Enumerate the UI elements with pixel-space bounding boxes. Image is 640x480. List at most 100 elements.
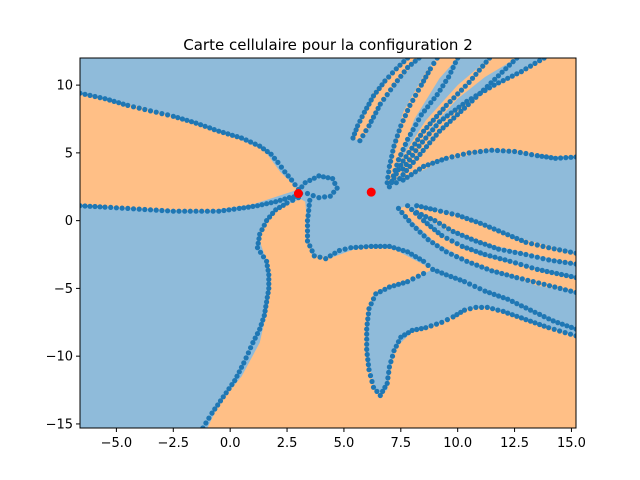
boundary-point: [368, 118, 374, 124]
boundary-point: [436, 220, 443, 226]
boundary-point: [391, 245, 397, 251]
boundary-point: [245, 204, 251, 210]
boundary-point: [97, 95, 103, 101]
boundary-left-upper: [80, 90, 302, 193]
boundary-point: [381, 96, 387, 102]
boundary-point: [264, 148, 270, 155]
boundary-point: [382, 384, 388, 390]
boundary-point: [403, 161, 409, 168]
boundary-point: [200, 425, 206, 428]
boundary-point: [304, 190, 311, 197]
boundary-point: [199, 208, 205, 214]
boundary-point: [504, 272, 510, 278]
boundary-point: [506, 148, 512, 154]
boundary-point: [400, 177, 406, 183]
boundary-point: [477, 220, 483, 226]
boundary-point: [529, 265, 535, 271]
boundary-ray-up-7: [400, 147, 576, 183]
boundary-point: [153, 207, 159, 213]
boundary-point: [102, 96, 108, 102]
boundary-point: [523, 66, 529, 72]
boundary-point: [223, 390, 229, 396]
boundary-point: [391, 82, 397, 88]
boundary-point: [385, 375, 391, 381]
boundary-point: [400, 166, 406, 172]
boundary-point: [306, 207, 312, 214]
boundary-point: [563, 155, 569, 161]
boundary-ray-up-2: [357, 58, 422, 144]
boundary-point: [391, 348, 397, 354]
boundary-point: [310, 193, 316, 199]
boundary-point: [170, 113, 176, 119]
boundary-point: [270, 210, 276, 216]
boundary-point: [413, 254, 419, 260]
boundary-point: [379, 82, 385, 88]
boundary-point: [552, 284, 558, 290]
boundary-point: [468, 247, 474, 253]
boundary-point: [410, 127, 416, 133]
boundary-point: [398, 73, 404, 79]
boundary-point: [111, 98, 117, 104]
boundary-point: [264, 201, 270, 207]
boundary-point: [376, 85, 382, 92]
boundary-point: [419, 139, 425, 145]
boundary-point: [512, 260, 519, 266]
boundary-point: [254, 245, 261, 251]
boundary-point: [482, 241, 488, 247]
boundary-point: [290, 197, 296, 203]
boundary-point: [523, 263, 530, 269]
boundary-point: [400, 146, 406, 153]
boundary-point: [527, 63, 534, 69]
cell-region-7: [398, 205, 576, 293]
boundary-point: [400, 247, 406, 254]
boundary-point: [348, 245, 354, 251]
boundary-point: [175, 115, 181, 121]
boundary-point: [421, 233, 427, 239]
cell-region-0: [80, 93, 299, 212]
boundary-point: [414, 326, 420, 333]
boundary-point: [147, 207, 154, 213]
boundary-point: [573, 326, 576, 332]
boundary-point: [358, 244, 364, 250]
boundary-point: [368, 97, 374, 103]
boundary-point: [323, 256, 329, 262]
y-tick-label: 0: [65, 214, 73, 229]
boundary-point: [405, 203, 411, 209]
boundary-point: [234, 373, 240, 379]
boundary-point: [423, 74, 429, 80]
boundary-point: [529, 241, 535, 247]
boundary-point: [382, 78, 388, 84]
boundary-point: [473, 304, 479, 310]
boundary-point: [428, 323, 434, 329]
boundary-point: [427, 216, 433, 222]
boundary-point: [459, 243, 465, 249]
boundary-point: [514, 275, 520, 281]
boundary-ray-right-1: [414, 203, 576, 256]
boundary-point: [496, 80, 502, 86]
boundary-point: [87, 203, 93, 209]
boundary-point: [509, 273, 515, 279]
y-tick-label: 10: [56, 79, 73, 94]
boundary-point: [305, 213, 311, 219]
boundary-point: [473, 248, 479, 254]
boundary-point: [236, 369, 242, 375]
boundary-left-lower: [80, 193, 302, 214]
boundary-point: [519, 276, 525, 282]
boundary-point: [364, 336, 370, 342]
boundary-ray-up-8: [400, 58, 547, 172]
boundary-point: [464, 234, 470, 240]
boundary-point: [562, 287, 569, 293]
y-tick-label: −10: [46, 350, 73, 365]
regions-layer: [80, 58, 576, 428]
boundary-point: [394, 133, 400, 139]
boundary-point: [364, 351, 370, 358]
boundary-point: [514, 58, 520, 61]
boundary-point: [517, 149, 523, 156]
boundary-point: [386, 184, 392, 190]
boundary-point: [503, 66, 509, 72]
boundary-point: [451, 95, 457, 101]
boundary-point: [439, 270, 445, 276]
boundary-point: [500, 295, 506, 301]
boundary-point: [450, 64, 456, 71]
boundary-point: [443, 249, 449, 255]
